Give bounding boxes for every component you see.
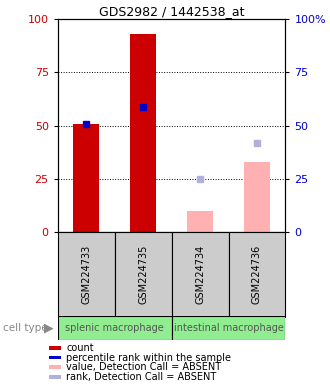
Bar xyxy=(130,34,156,232)
Text: count: count xyxy=(66,343,94,353)
Text: ▶: ▶ xyxy=(44,321,54,334)
Bar xyxy=(115,232,172,317)
Text: GSM224735: GSM224735 xyxy=(138,245,148,304)
Bar xyxy=(228,232,285,317)
Text: splenic macrophage: splenic macrophage xyxy=(65,323,164,333)
Bar xyxy=(49,346,61,350)
Bar xyxy=(58,232,115,317)
Title: GDS2982 / 1442538_at: GDS2982 / 1442538_at xyxy=(99,5,244,18)
Bar xyxy=(73,124,99,232)
Text: cell type: cell type xyxy=(3,323,48,333)
Text: value, Detection Call = ABSENT: value, Detection Call = ABSENT xyxy=(66,362,221,372)
Bar xyxy=(172,316,285,340)
Bar xyxy=(49,365,61,369)
Text: GSM224736: GSM224736 xyxy=(252,245,262,304)
Text: percentile rank within the sample: percentile rank within the sample xyxy=(66,353,231,362)
Bar xyxy=(49,356,61,359)
Bar xyxy=(244,162,270,232)
Text: intestinal macrophage: intestinal macrophage xyxy=(174,323,283,333)
Bar xyxy=(49,375,61,379)
Bar xyxy=(187,211,213,232)
Text: GSM224733: GSM224733 xyxy=(81,245,91,304)
Bar xyxy=(172,232,228,317)
Bar xyxy=(58,316,172,340)
Text: rank, Detection Call = ABSENT: rank, Detection Call = ABSENT xyxy=(66,372,217,382)
Text: GSM224734: GSM224734 xyxy=(195,245,205,304)
